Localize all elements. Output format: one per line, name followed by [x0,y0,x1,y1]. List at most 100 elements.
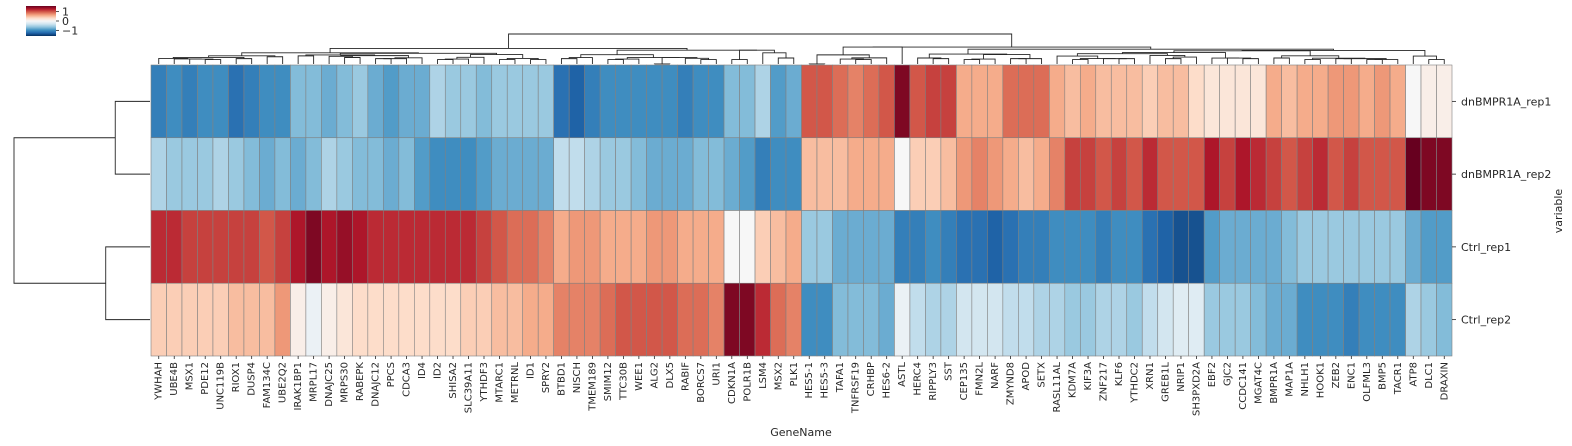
column-label: RIPPLY3 [928,362,939,401]
column-label: RASL11AL [1052,362,1063,413]
column-label: MGAT4C [1253,362,1264,404]
heatmap-cell [568,282,585,357]
heatmap-cell [537,282,554,357]
column-label: RABEPK [355,362,366,402]
column-label: CDKN1A [727,362,738,404]
heatmap-cell [383,64,400,139]
heatmap-cell [1358,282,1375,357]
column-label: HES6-2 [882,362,893,399]
heatmap-cell [801,282,818,357]
column-label: PDE12 [200,362,211,395]
heatmap-cell [630,282,647,357]
dendrogram-link [560,58,578,64]
column-label: HES5-3 [820,362,831,399]
dendrogram-link [1304,59,1321,64]
dendrogram-link [661,57,698,64]
dendrogram-link [872,46,1152,50]
heatmap-cell [1250,210,1267,284]
heatmap-cell [599,210,616,284]
heatmap-cell [894,210,911,284]
column-label: GJC2 [1222,362,1233,386]
heatmap-cell [1420,64,1437,139]
heatmap-cell [987,210,1004,284]
column-label: ID1 [525,362,536,379]
heatmap-cell [1064,64,1081,139]
heatmap-cell [1172,137,1189,211]
heatmap-cell [801,64,818,139]
column-label: YTHDC2 [1129,362,1140,404]
dendrogram-link [13,137,116,284]
column-label: FAM134C [262,362,273,408]
dendrogram-link [1343,58,1387,60]
column-label: MAP1A [1284,362,1295,397]
heatmap-cell [367,210,384,284]
heatmap-cell [460,282,477,357]
column-label: NRIP1 [1176,362,1187,392]
column-label: MSX2 [773,362,784,390]
heatmap-cell [1281,282,1298,357]
row-label: Ctrl_rep2 [1461,314,1511,327]
heatmap-cell [708,137,725,211]
heatmap-cell [1219,64,1236,139]
dendrogram-link [1428,59,1445,64]
heatmap-cell [1312,210,1329,284]
heatmap-cells [150,64,1453,357]
dendrogram-link [499,59,516,64]
heatmap-cell [475,210,493,284]
heatmap-cell [166,137,183,211]
heatmap-cell [166,210,183,284]
heatmap-cell [212,137,229,211]
heatmap-cell [615,210,632,284]
column-label: TMEM189 [587,362,598,412]
heatmap-cell [878,282,895,357]
heatmap-cell [770,282,787,357]
heatmap-cell [940,64,957,139]
heatmap-cell [909,137,926,211]
heatmap-cell [1188,137,1205,211]
heatmap-cell [692,64,709,139]
heatmap-cell [1126,282,1143,357]
heatmap-cell [754,137,771,211]
heatmap-cell [770,210,787,284]
dendrogram-link [530,59,547,64]
heatmap-cell [321,137,338,211]
column-label: SETX [1037,362,1048,388]
heatmap-cell [708,282,725,357]
heatmap-cell [212,64,229,139]
heatmap-cell [785,137,802,211]
column-label: ZEB2 [1331,362,1342,388]
heatmap-cell [352,282,369,357]
heatmap-cell [987,64,1004,139]
heatmap-cell [956,282,973,357]
heatmap-cell [878,64,895,139]
column-label: ENC1 [1346,362,1357,389]
heatmap-cell [336,64,353,139]
dendrogram-link [383,58,407,64]
column-label: HOOK1 [1315,362,1326,398]
heatmap-cell [367,282,384,357]
heatmap-cell [1110,282,1128,357]
heatmap-cell [1265,137,1282,211]
column-label: CRHBP [866,362,877,396]
column-label: CEP135 [959,362,970,400]
heatmap-cell [491,137,508,211]
column-label: XRN1 [1145,362,1156,390]
heatmap-cell [646,282,663,357]
heatmap-cell [460,64,477,139]
heatmap-cell [367,64,384,139]
heatmap-cell [522,210,539,284]
colorbar-tick-label: 0 [62,15,69,28]
heatmap-cell [491,210,508,284]
dendrogram-link [508,33,1013,49]
heatmap-cell [739,137,756,211]
heatmap-cell [615,137,632,211]
heatmap-cell [1203,137,1220,211]
heatmap-cell [925,210,942,284]
heatmap-cell [537,210,554,284]
column-label: SPRY2 [541,362,552,393]
heatmap-cell [1203,282,1220,357]
heatmap-cell [646,137,663,211]
heatmap-cell [816,64,833,139]
dendrogram-link [700,59,717,64]
heatmap-cell [1095,210,1112,284]
